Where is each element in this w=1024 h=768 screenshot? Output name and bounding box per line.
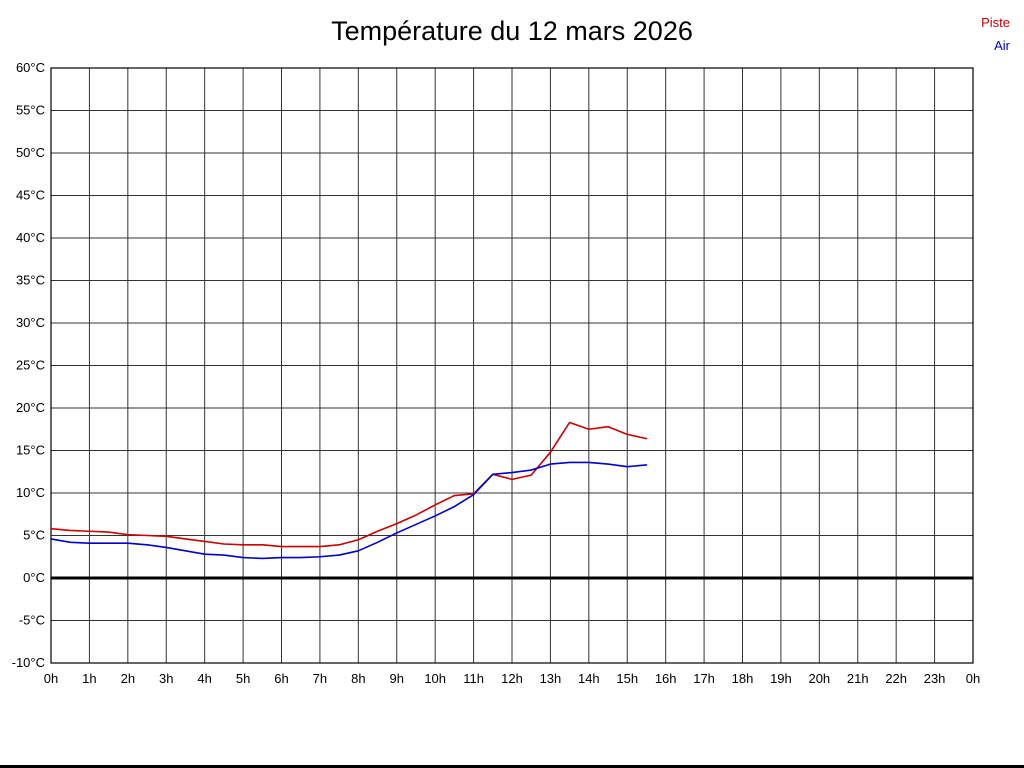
svg-text:55°C: 55°C xyxy=(16,103,45,118)
svg-text:40°C: 40°C xyxy=(16,230,45,245)
svg-text:0h: 0h xyxy=(966,671,980,686)
legend-item-piste: Piste xyxy=(981,15,1010,30)
svg-text:11h: 11h xyxy=(463,671,484,686)
svg-text:45°C: 45°C xyxy=(16,188,45,203)
svg-text:9h: 9h xyxy=(390,671,404,686)
svg-text:3h: 3h xyxy=(159,671,173,686)
svg-text:5h: 5h xyxy=(236,671,250,686)
svg-text:16h: 16h xyxy=(655,671,677,686)
svg-text:7h: 7h xyxy=(313,671,327,686)
svg-text:60°C: 60°C xyxy=(16,60,45,75)
svg-text:17h: 17h xyxy=(693,671,715,686)
svg-text:5°C: 5°C xyxy=(23,528,45,543)
svg-text:25°C: 25°C xyxy=(16,358,45,373)
svg-text:19h: 19h xyxy=(770,671,792,686)
svg-text:0°C: 0°C xyxy=(23,570,45,585)
svg-text:10h: 10h xyxy=(424,671,446,686)
svg-text:20h: 20h xyxy=(808,671,830,686)
svg-text:50°C: 50°C xyxy=(16,145,45,160)
svg-text:21h: 21h xyxy=(847,671,869,686)
svg-text:13h: 13h xyxy=(540,671,562,686)
svg-text:4h: 4h xyxy=(197,671,211,686)
svg-text:15h: 15h xyxy=(616,671,638,686)
svg-text:22h: 22h xyxy=(885,671,907,686)
svg-text:20°C: 20°C xyxy=(16,400,45,415)
svg-text:-10°C: -10°C xyxy=(12,655,45,670)
chart-legend: Piste Air xyxy=(981,11,1010,57)
svg-text:15°C: 15°C xyxy=(16,443,45,458)
svg-text:6h: 6h xyxy=(274,671,288,686)
svg-text:14h: 14h xyxy=(578,671,600,686)
svg-text:8h: 8h xyxy=(351,671,365,686)
svg-text:1h: 1h xyxy=(82,671,96,686)
svg-text:10°C: 10°C xyxy=(16,485,45,500)
svg-text:30°C: 30°C xyxy=(16,315,45,330)
chart-title: Température du 12 mars 2026 xyxy=(331,16,693,46)
legend-item-air: Air xyxy=(994,38,1010,53)
svg-text:0h: 0h xyxy=(44,671,58,686)
svg-text:12h: 12h xyxy=(501,671,523,686)
svg-text:23h: 23h xyxy=(924,671,946,686)
svg-text:35°C: 35°C xyxy=(16,273,45,288)
svg-text:-5°C: -5°C xyxy=(19,613,45,628)
svg-text:2h: 2h xyxy=(121,671,135,686)
svg-text:18h: 18h xyxy=(732,671,754,686)
